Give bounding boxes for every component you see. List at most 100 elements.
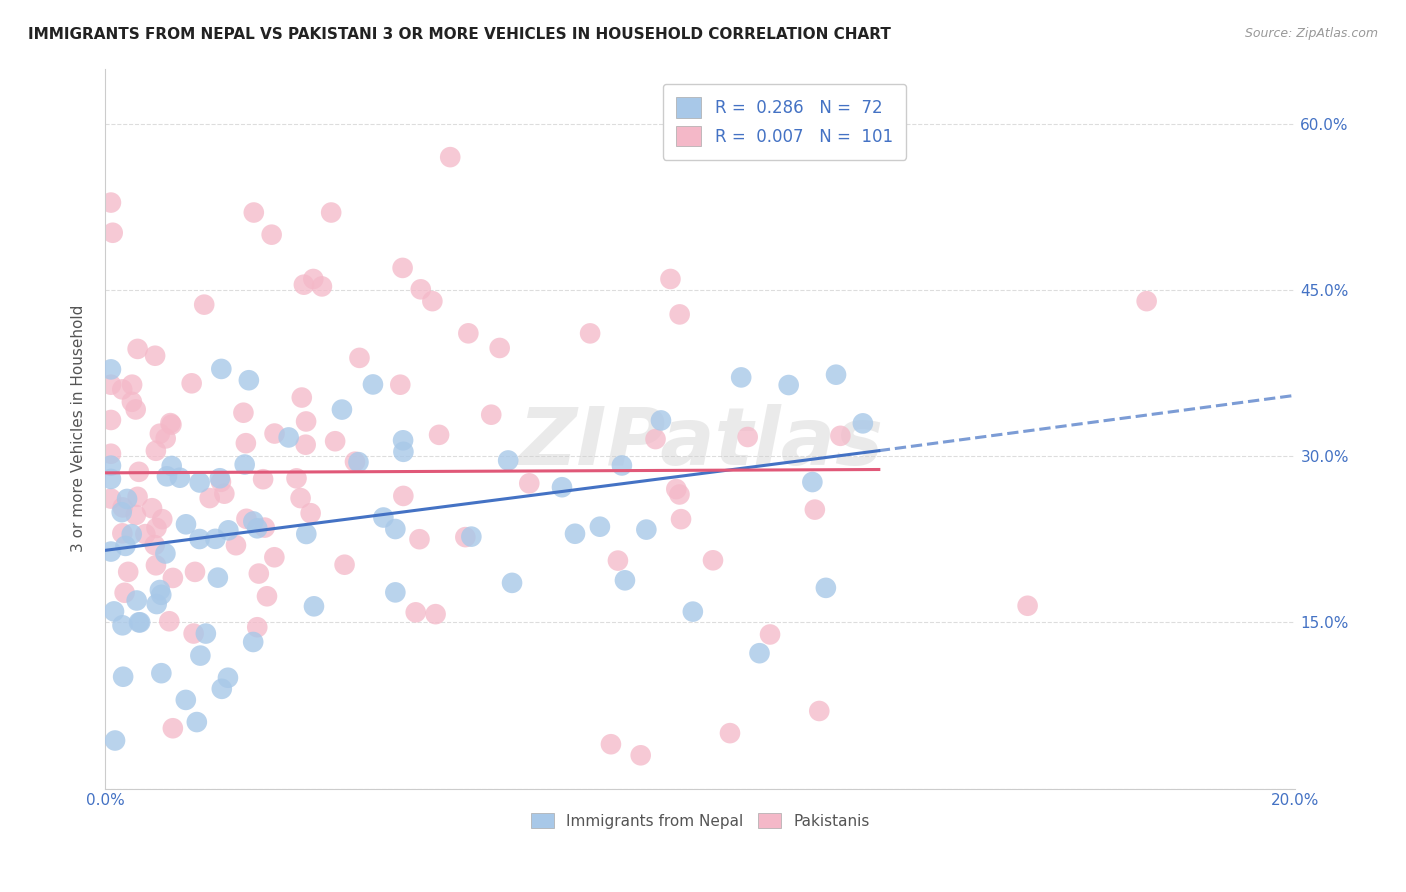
Point [292,277,315,292]
Point [100,447,122,461]
Point [737,430,759,444]
Point [134,527,156,541]
Point [114,539,136,553]
Point [838,139,860,153]
Point [425,607,447,622]
Point [169,471,191,485]
Point [409,282,432,296]
Point [302,599,325,614]
Point [111,383,134,397]
Point [349,351,371,365]
Point [808,704,831,718]
Point [100,491,122,506]
Point [260,227,283,242]
Point [180,376,202,391]
Point [252,472,274,486]
Point [121,527,143,541]
Point [143,538,166,552]
Point [162,571,184,585]
Point [101,226,124,240]
Point [160,458,183,473]
Point [225,538,247,552]
Point [100,195,122,210]
Point [183,626,205,640]
Point [145,443,167,458]
Point [111,505,134,519]
Point [111,526,134,541]
Point [121,394,143,409]
Text: Source: ZipAtlas.com: Source: ZipAtlas.com [1244,27,1378,40]
Point [263,550,285,565]
Point [186,714,208,729]
Point [235,512,257,526]
Point [111,500,134,515]
Point [193,298,215,312]
Point [207,571,229,585]
Point [814,581,837,595]
Point [718,726,741,740]
Point [1017,599,1039,613]
Point [235,436,257,450]
Point [209,362,232,376]
Point [149,426,172,441]
Point [217,671,239,685]
Point [214,486,236,500]
Point [682,605,704,619]
Point [253,520,276,534]
Point [422,294,444,309]
Point [579,326,602,341]
Point [391,260,413,275]
Point [117,565,139,579]
Point [610,458,633,473]
Point [157,614,180,628]
Point [100,472,122,486]
Point [606,553,628,567]
Point [190,648,212,663]
Point [232,406,254,420]
Y-axis label: 3 or more Vehicles in Household: 3 or more Vehicles in Household [72,305,86,552]
Point [804,502,827,516]
Point [517,476,540,491]
Point [323,434,346,449]
Point [669,512,692,526]
Point [302,272,325,286]
Point [343,455,366,469]
Point [650,413,672,427]
Point [100,362,122,376]
Point [145,521,167,535]
Point [145,597,167,611]
Point [668,487,690,501]
Point [1136,294,1159,309]
Point [295,527,318,541]
Point [825,368,848,382]
Point [439,150,461,164]
Point [830,429,852,443]
Point [630,748,652,763]
Point [242,515,264,529]
Point [290,491,312,505]
Point [209,475,232,489]
Point [242,635,264,649]
Point [247,566,270,581]
Point [564,526,586,541]
Point [100,458,122,473]
Point [100,377,122,392]
Point [149,582,172,597]
Point [759,627,782,641]
Point [488,341,510,355]
Point [277,430,299,444]
Point [294,438,316,452]
Point [457,326,479,341]
Point [129,615,152,630]
Point [194,626,217,640]
Point [551,480,574,494]
Point [160,417,183,432]
Legend: Immigrants from Nepal, Pakistanis: Immigrants from Nepal, Pakistanis [524,806,876,835]
Point [636,523,658,537]
Point [299,506,322,520]
Point [156,469,179,483]
Point [159,416,181,430]
Point [730,370,752,384]
Point [143,349,166,363]
Point [150,588,173,602]
